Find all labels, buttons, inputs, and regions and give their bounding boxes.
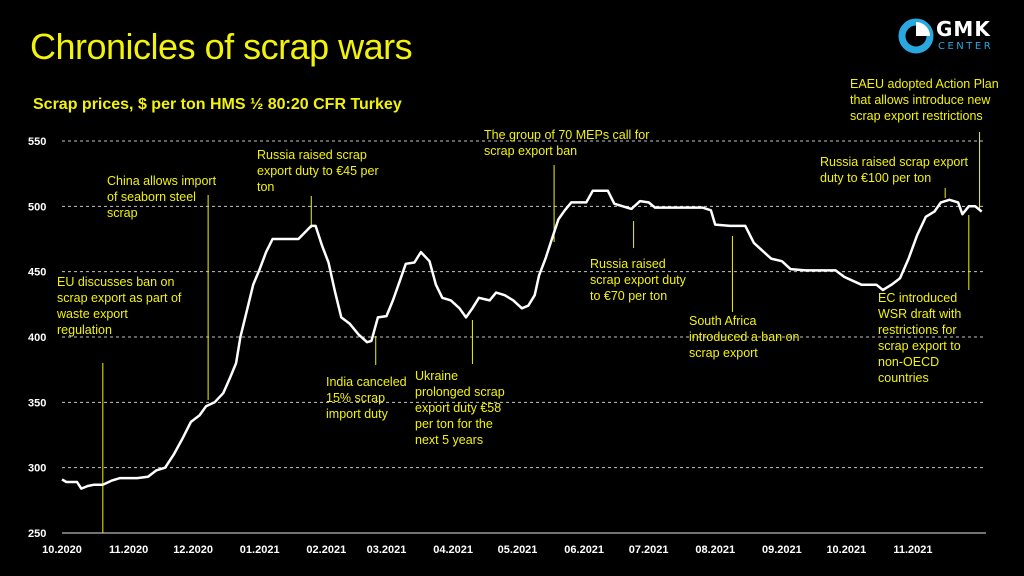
logo-sub: CENTER — [938, 41, 994, 52]
annotation-9: EAEU adopted Action Plan that allows intr… — [850, 76, 999, 124]
annotation-7-line-1: introduced a ban on — [689, 330, 800, 344]
y-tick-label-250: 250 — [28, 528, 46, 540]
x-tick-label-01.2021: 01.2021 — [240, 544, 280, 556]
y-tick-label-350: 350 — [28, 397, 46, 409]
annotation-3-line-2: import duty — [326, 407, 388, 421]
annotation-0-line-2: waste export — [57, 307, 128, 321]
annotation-4-line-4: next 5 years — [415, 433, 484, 447]
annotation-7-line-2: scrap export — [689, 346, 758, 360]
annotation-10-line-0: EC introduced — [878, 291, 958, 305]
y-tick-label-300: 300 — [28, 463, 46, 475]
annotation-4-line-0: Ukraine — [415, 369, 459, 383]
annotation-6-line-1: scrap export duty — [590, 273, 686, 287]
annotation-0-line-3: regulation — [57, 323, 112, 337]
annotation-9-line-2: scrap export restrictions — [850, 109, 983, 123]
x-tick-label-02.2021: 02.2021 — [306, 544, 346, 556]
annotation-5: The group of 70 MEPs call for scrap expor… — [484, 127, 649, 159]
gmk-center-logo: GMK CENTER — [898, 16, 1008, 56]
annotation-3: India canceled 15% scrap import duty — [326, 374, 407, 422]
annotation-7-line-0: South Africa — [689, 314, 757, 328]
annotation-6-line-2: to €70 per ton — [590, 289, 668, 303]
annotation-4: Ukraine prolonged scrap export duty €58 per… — [415, 368, 505, 448]
annotation-2-line-0: Russia raised scrap — [257, 148, 367, 162]
annotation-3-line-0: India canceled — [326, 375, 407, 389]
y-tick-label-450: 450 — [28, 267, 46, 279]
x-tick-label-06.2021: 06.2021 — [564, 544, 604, 556]
logo-name: GMK — [936, 17, 991, 41]
annotation-2: Russia raised scrap export duty to €45 pe… — [257, 147, 379, 195]
annotation-1-line-0: China allows import — [107, 174, 217, 188]
annotation-2-line-2: ton — [257, 180, 275, 194]
annotation-3-line-1: 15% scrap — [326, 391, 386, 405]
annotation-0-line-1: scrap export as part of — [57, 291, 182, 305]
x-tick-label-04.2021: 04.2021 — [433, 544, 473, 556]
annotation-5-line-0: The group of 70 MEPs call for — [484, 128, 650, 142]
annotation-10-line-1: WSR draft with — [878, 307, 962, 321]
annotation-1-line-1: of seaborn steel — [107, 190, 196, 204]
annotation-6: Russia raised scrap export duty to €70 per… — [590, 256, 686, 304]
annotation-2-line-1: export duty to €45 per — [257, 164, 379, 178]
annotation-9-line-0: EAEU adopted Action Plan — [850, 77, 999, 91]
annotation-4-line-3: per ton for the — [415, 417, 493, 431]
x-tick-label-10.2021: 10.2021 — [826, 544, 866, 556]
annotation-5-line-1: scrap export ban — [484, 144, 578, 158]
annotation-1: China allows import of seaborn steel scrap — [107, 173, 216, 221]
price-series-line — [61, 189, 983, 490]
annotation-4-line-1: prolonged scrap — [415, 385, 505, 399]
x-tick-label-11.2021: 11.2021 — [893, 544, 932, 556]
annotation-10-line-2: restrictions for — [878, 323, 957, 337]
annotation-8-line-0: Russia raised scrap export — [820, 155, 968, 169]
annotation-10-line-5: countries — [878, 371, 929, 385]
annotation-9-line-1: that allows introduce new — [850, 93, 991, 107]
annotation-4-line-2: export duty €58 — [415, 401, 502, 415]
annotation-8-line-1: duty to €100 per ton — [820, 171, 932, 185]
x-tick-label-08.2021: 08.2021 — [695, 544, 735, 556]
chart-subtitle: Scrap prices, $ per ton HMS ½ 80:20 CFR … — [33, 96, 402, 113]
page-title: Chronicles of scrap wars — [30, 26, 413, 67]
y-tick-label-550: 550 — [28, 136, 46, 148]
annotation-10-line-3: scrap export to — [878, 339, 961, 353]
x-tick-label-03.2021: 03.2021 — [367, 544, 407, 556]
annotation-1-line-2: scrap — [107, 206, 138, 220]
annotation-8: Russia raised scrap export duty to €100 p… — [820, 154, 968, 186]
y-tick-label-400: 400 — [28, 332, 46, 344]
annotation-10: EC introduced WSR draft with restrictions … — [878, 290, 961, 386]
annotation-7: South Africa introduced a ban on scrap exp… — [689, 313, 800, 361]
annotation-0: EU discusses ban on scrap export as part … — [57, 274, 181, 338]
annotation-6-line-0: Russia raised — [590, 257, 666, 271]
x-tick-label-12.2020: 12.2020 — [173, 544, 213, 556]
x-tick-label-07.2021: 07.2021 — [629, 544, 669, 556]
y-tick-label-500: 500 — [28, 201, 46, 213]
x-tick-label-11.2020: 11.2020 — [109, 544, 148, 556]
annotation-0-line-0: EU discusses ban on — [57, 275, 175, 289]
gmk-logo-icon — [898, 18, 934, 54]
annotation-10-line-4: non-OECD — [878, 355, 940, 369]
x-tick-label-09.2021: 09.2021 — [762, 544, 802, 556]
x-tick-label-05.2021: 05.2021 — [498, 544, 538, 556]
x-tick-label-10.2020: 10.2020 — [42, 544, 82, 556]
